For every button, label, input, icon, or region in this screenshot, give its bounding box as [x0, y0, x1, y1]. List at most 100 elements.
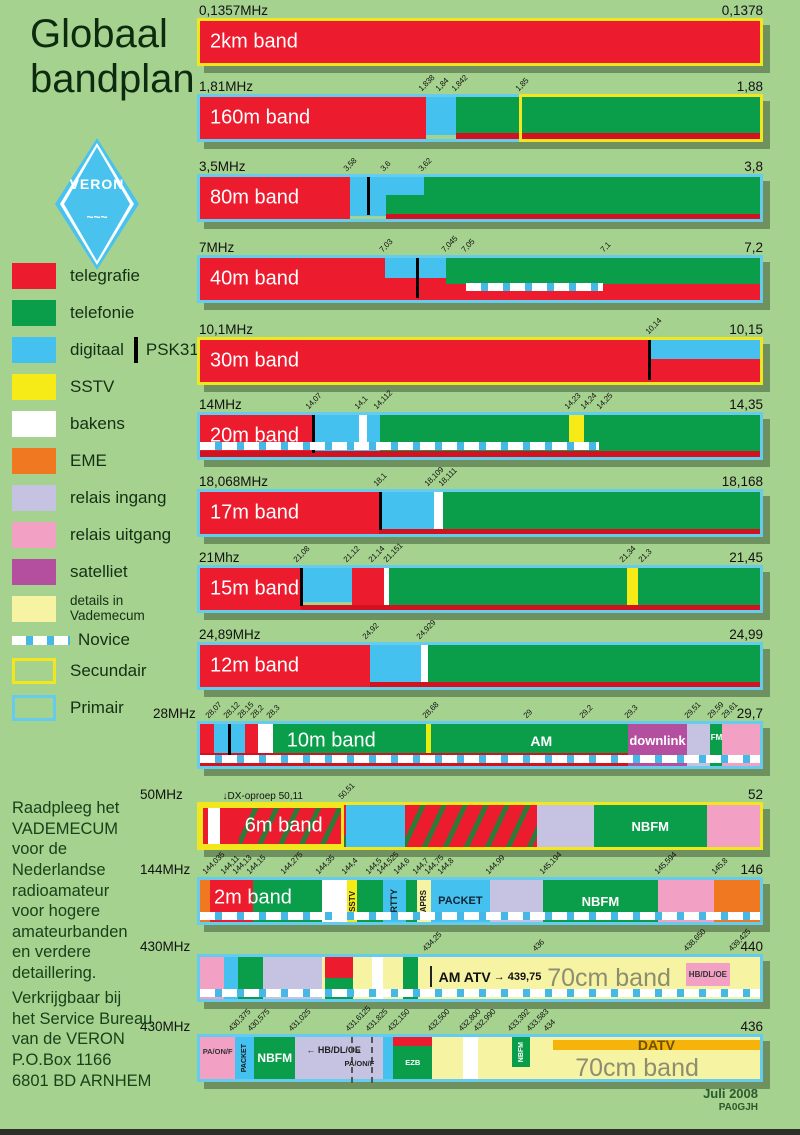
band-bar-2m: SSTV RTTY APRS PACKET NBFM 2m band — [197, 877, 763, 925]
freq-end: 1,88 — [736, 79, 763, 94]
freq-end: 440 — [740, 939, 763, 954]
seg-relais-uitgang — [706, 805, 760, 847]
legend-item-bakens: bakens — [12, 411, 202, 437]
tick-label: 144,4 — [339, 856, 360, 876]
seg-telegrafie — [219, 805, 239, 847]
legend-item-secundair: Secundair — [12, 658, 202, 684]
tick-label: 21,08 — [291, 544, 312, 564]
swatch-telefonie — [12, 300, 56, 326]
swatch-relais-uitgang — [12, 522, 56, 548]
seg-nbfm: NBFM — [593, 805, 707, 847]
seg-telefonie — [385, 177, 760, 219]
freq-end: 0,1378 — [721, 3, 763, 18]
band-name: 40m band — [210, 267, 299, 290]
hbdloe-label: HB/DL/OE — [688, 969, 728, 979]
seg-digitaal — [224, 957, 238, 999]
tick-label: 7,1 — [598, 240, 612, 254]
logo-text: VERON — [69, 176, 125, 192]
band-row-20m: 14MHz 14,35 14,07 14,1 14,112 14,23 14,2… — [197, 389, 763, 460]
tick-label: 14,25 — [594, 391, 615, 411]
swatch-satelliet — [12, 559, 56, 585]
freq-start: 21Mhz — [199, 550, 240, 565]
seg-bakens — [359, 415, 367, 446]
tick-label: 145,8 — [709, 856, 730, 876]
am-atv-annotation: AM ATV → 439,75 — [429, 966, 541, 988]
seg-digitaal — [383, 1037, 394, 1079]
credit: Juli 2008 PA0GJH — [703, 1086, 758, 1113]
arrow-right-icon: → — [352, 1044, 362, 1055]
freq-end: 24,99 — [729, 627, 763, 642]
psk31-label: PSK31 — [145, 340, 199, 359]
seg-paonf: PA/ON/F — [200, 1037, 236, 1079]
seg-telegrafie — [351, 568, 384, 610]
dx-annotation: ↓DX-oproep 50,11 — [222, 791, 303, 802]
freq-start: 28MHz — [153, 706, 196, 721]
seg-telefonie — [446, 258, 760, 285]
legend-item-vademecum: details in Vademecum — [12, 593, 202, 623]
legend-item-relais-uitgang: relais uitgang — [12, 522, 202, 548]
band-bar-70cm-2: PA/ON/F PACKET NBFM ← HB/DL/OE → PA/ON/F… — [197, 1034, 763, 1083]
band-name: 160m band — [210, 106, 311, 129]
psk31-line — [379, 492, 383, 530]
legend-item-eme: EME — [12, 448, 202, 474]
band-row-2m: 144MHz 146 144,035 144,11 144,13 144,15 … — [140, 850, 763, 925]
band-bar-2km: 2km band — [197, 18, 763, 66]
seg-digitaal — [379, 492, 434, 529]
novice-strip — [200, 755, 760, 763]
seg-aprs: APRS — [416, 880, 432, 922]
legend-item-satelliet: satelliet — [12, 559, 202, 585]
psk31-line — [415, 258, 419, 298]
psk31-line — [367, 177, 371, 215]
swatch-novice — [12, 635, 70, 645]
page-bottom-edge — [0, 1129, 800, 1135]
band-bar-70cm-1: AM ATV → 439,75 70cm band HB/DL/OE — [197, 954, 763, 1002]
seg-telegrafie-stripe — [456, 133, 760, 139]
band-bar-10m: AM downlink FM 10m band — [197, 721, 763, 769]
nbfm-label: NBFM — [257, 1051, 293, 1065]
seg-sstv — [569, 415, 585, 447]
band-name: 70cm band — [547, 963, 671, 992]
legend-item-digitaal: digitaal PSK31 — [12, 337, 202, 363]
freq-start: 3,5MHz — [199, 159, 246, 174]
tick-label: 28,3 — [264, 703, 282, 720]
seg-packet: PACKET — [235, 1037, 255, 1079]
band-bar-80m: 80m band — [197, 174, 763, 222]
secundair-outline — [518, 94, 763, 142]
tick-label: 3,58 — [341, 156, 359, 173]
seg-rtty: RTTY — [383, 880, 406, 922]
seg-digitaal — [345, 805, 405, 847]
seg-digitaal — [650, 340, 760, 359]
band-row-70cm-2: 430MHz 436 430,375 430,575 431,025 431,6… — [140, 1004, 763, 1083]
seg-bakens — [371, 957, 384, 999]
seg-digitaal — [314, 415, 380, 457]
legend-item-sstv: SSTV — [12, 374, 202, 400]
seg-nbfm: NBFM — [254, 1037, 296, 1079]
tick-label: 21,12 — [341, 544, 362, 564]
band-row-15m: 21Mhz 21,45 21,08 21,12 21,14 21,151 21,… — [197, 541, 763, 613]
band-name: 17m band — [210, 501, 299, 524]
freq-start: 10,1MHz — [199, 322, 254, 337]
tick-label: 14,23 — [562, 391, 583, 411]
seg-telegrafie — [200, 645, 371, 687]
tick-label: 3,6 — [379, 159, 393, 173]
ezb-label: EZB — [405, 1058, 421, 1068]
legend-item-telefonie: telefonie — [12, 300, 202, 326]
seg-telegrafie-stripe — [370, 682, 760, 687]
paonf2-label: PA/ON/F — [344, 1058, 375, 1068]
tick-label: 434,25 — [420, 930, 444, 953]
swatch-relais-ingang — [12, 485, 56, 511]
seg-datv: DATV — [552, 1037, 760, 1053]
psk31-line — [228, 724, 231, 762]
logo-coil-icon: ~~~ — [86, 210, 108, 224]
novice-strip — [200, 442, 599, 450]
seg-hbdloe: HB/DL/OE — [685, 962, 731, 986]
legend-item-telegrafie: telegrafie — [12, 263, 202, 289]
am-label: AM — [530, 733, 553, 750]
legend: telegrafie telefonie digitaal PSK31 SSTV… — [12, 263, 202, 732]
seg-telegrafie — [200, 492, 380, 534]
seg-telegrafie — [393, 1037, 433, 1047]
tick-label: 144,99 — [483, 853, 507, 876]
seg-telefonie — [403, 957, 419, 999]
seg-telegrafie-stripe — [379, 529, 760, 534]
